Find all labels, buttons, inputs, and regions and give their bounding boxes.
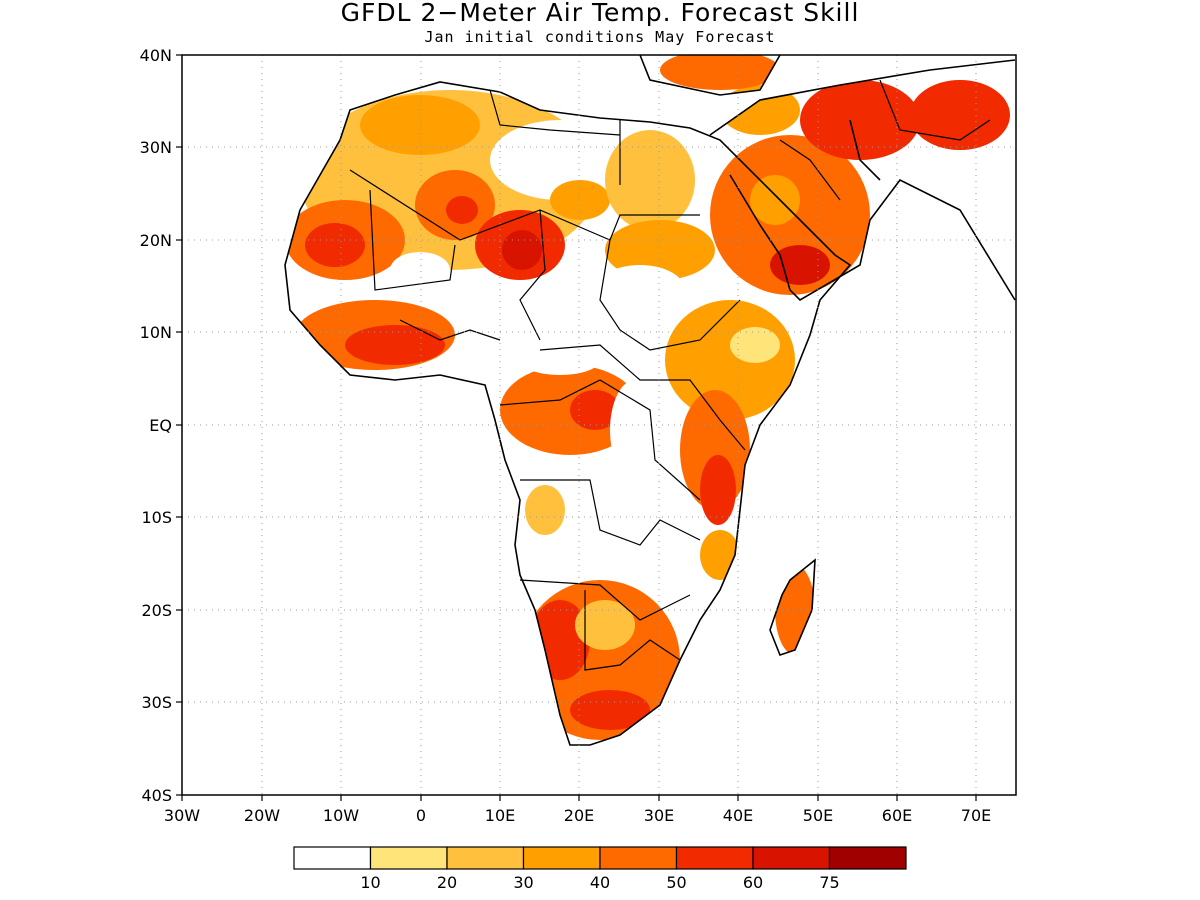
- skill-shading: [285, 55, 1015, 740]
- color-bar-box-2: [446, 846, 525, 870]
- color-bar: 10 20 30 40 50 60 75: [293, 846, 907, 892]
- x-tick-label: 30W: [164, 806, 200, 825]
- color-bar-box-1: [369, 846, 448, 870]
- graticule: [182, 55, 1016, 795]
- map-title: GFDL 2−Meter Air Temp. Forecast Skill: [340, 0, 860, 27]
- color-bar-label: 30: [513, 873, 533, 892]
- y-tick-label: 20S: [141, 601, 172, 620]
- color-bar-label: 75: [819, 873, 839, 892]
- x-tick-label: 10W: [323, 806, 359, 825]
- color-bar-label: 50: [666, 873, 686, 892]
- color-bar-box-4: [599, 846, 678, 870]
- y-tick-label: EQ: [149, 416, 172, 435]
- color-bar-box-5: [675, 846, 754, 870]
- color-bar-box-0: [293, 846, 372, 870]
- x-tick-label: 0: [416, 806, 426, 825]
- x-tick-label: 10E: [485, 806, 515, 825]
- x-tick-label: 40E: [723, 806, 753, 825]
- y-tick-label: 40N: [140, 46, 172, 65]
- country-borders: [349, 79, 991, 671]
- x-axis-labels: 30W 20W 10W 0 10E 20E 30E 40E 50E 60E 70…: [164, 806, 991, 825]
- x-tick-label: 50E: [803, 806, 833, 825]
- coastlines: [284, 55, 1016, 746]
- x-tick-label: 20E: [564, 806, 594, 825]
- color-bar-label: 10: [360, 873, 380, 892]
- y-tick-label: 10N: [140, 323, 172, 342]
- y-tick-label: 20N: [140, 231, 172, 250]
- map-subtitle: Jan initial conditions May Forecast: [424, 28, 776, 46]
- y-axis-labels: 40N 30N 20N 10N EQ 10S 20S 30S 40S: [140, 46, 172, 805]
- y-tick-label: 40S: [141, 786, 172, 805]
- x-tick-label: 20W: [244, 806, 280, 825]
- x-tick-label: 60E: [882, 806, 912, 825]
- color-bar-box-6: [752, 846, 831, 870]
- y-tick-label: 30S: [141, 693, 172, 712]
- color-bar-label: 40: [590, 873, 610, 892]
- x-tick-label: 70E: [961, 806, 991, 825]
- color-bar-label: 60: [743, 873, 763, 892]
- y-tick-label: 30N: [140, 138, 172, 157]
- x-tick-label: 30E: [644, 806, 674, 825]
- color-bar-label: 20: [437, 873, 457, 892]
- color-bar-box-3: [522, 846, 601, 870]
- tick-marks: [176, 54, 977, 801]
- y-tick-label: 10S: [141, 508, 172, 527]
- color-bar-box-7: [828, 846, 907, 870]
